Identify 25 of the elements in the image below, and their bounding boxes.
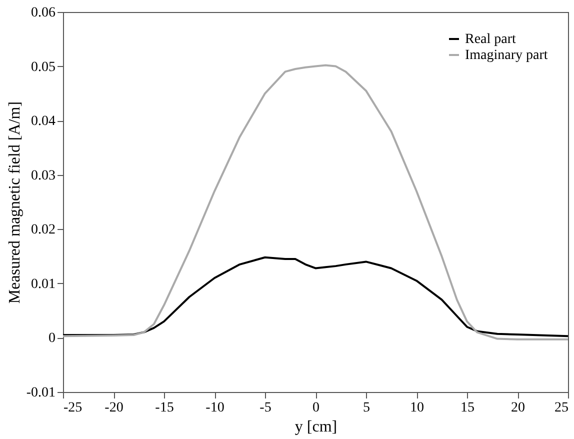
x-tick-label: -20	[104, 400, 124, 416]
x-tick-label: -15	[155, 400, 174, 416]
y-tick-label: 0	[48, 331, 56, 346]
line-series	[62, 64, 569, 340]
line-series	[62, 256, 569, 338]
y-tick-label: 0.05	[31, 60, 56, 75]
x-tick-label: 0	[312, 400, 320, 416]
y-tick-label: 0.06	[31, 6, 56, 20]
x-tick-label: 10	[410, 400, 424, 416]
y-axis-title: Measured magnetic field [A/m]	[6, 101, 24, 304]
x-tick-label: -5	[260, 400, 272, 416]
y-tick-label: 0.03	[31, 168, 56, 184]
x-tick-label: -10	[206, 400, 224, 416]
x-tick-label: 25	[554, 400, 568, 416]
x-axis-title: y [cm]	[294, 418, 338, 436]
y-tick-label: -0.01	[26, 386, 56, 400]
legend-label: Real part	[465, 32, 516, 47]
y-tick-label: 0.01	[31, 276, 56, 292]
x-tick-label: 15	[460, 400, 474, 416]
x-tick-label: 5	[363, 400, 370, 416]
x-tick-label: 20	[511, 400, 525, 416]
y-tick-label: 0.02	[31, 222, 56, 238]
x-tick-label: -25	[64, 400, 82, 416]
y-tick-label: 0.04	[31, 114, 56, 130]
legend-label: Imaginary part	[465, 48, 548, 63]
